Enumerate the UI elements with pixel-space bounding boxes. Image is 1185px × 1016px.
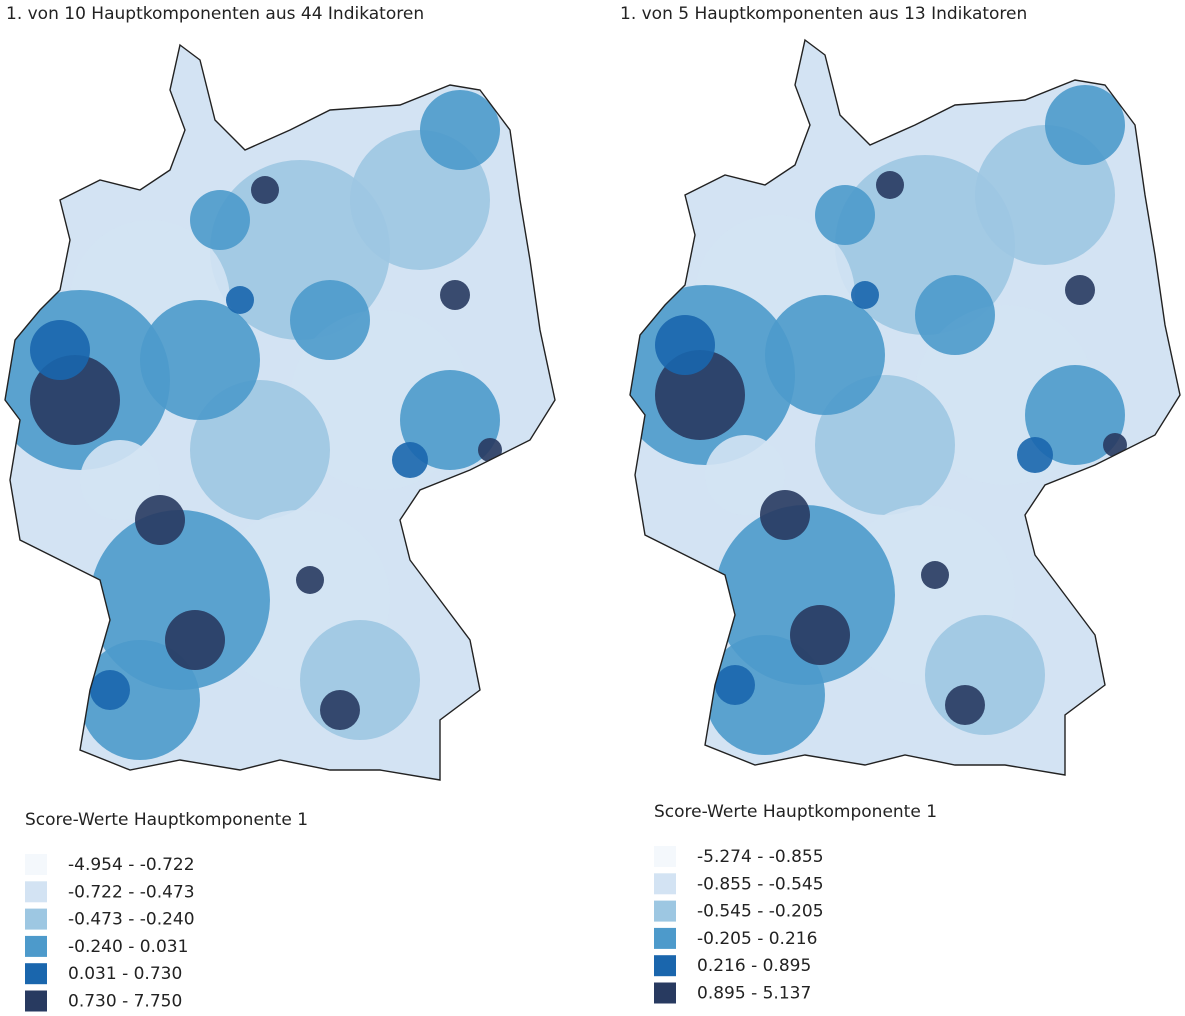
region (815, 375, 955, 515)
legend-label: -0.240 - 0.031 (68, 937, 188, 957)
legend-label: -5.274 - -0.855 (697, 847, 824, 867)
legend-label: -0.545 - -0.205 (697, 902, 824, 922)
legend-title: Score-Werte Hauptkomponente 1 (654, 802, 937, 822)
region (1025, 365, 1125, 465)
region (135, 495, 185, 545)
legend-swatch (25, 908, 47, 930)
legend-swatch (25, 854, 47, 875)
legend-label: -4.954 - -0.722 (68, 855, 195, 875)
region (251, 176, 279, 204)
region (320, 690, 360, 730)
legend-swatch (654, 955, 676, 977)
region (851, 281, 879, 309)
legend-swatch (654, 873, 676, 895)
region (165, 610, 225, 670)
legend-label: -0.205 - 0.216 (697, 929, 817, 949)
region (655, 315, 715, 375)
region (30, 320, 90, 380)
region (400, 370, 500, 470)
map-title: 1. von 5 Hauptkomponenten aus 13 Indikat… (620, 4, 1027, 24)
legend-label: -0.722 - -0.473 (68, 882, 195, 902)
legend-swatch (654, 982, 676, 1004)
legend-swatch (25, 881, 47, 903)
region (1017, 437, 1053, 473)
legend-label: 0.031 - 0.730 (68, 964, 182, 984)
region (80, 440, 160, 520)
legend-swatch (654, 927, 676, 949)
region (1065, 275, 1095, 305)
region (300, 620, 420, 740)
region (140, 300, 260, 420)
map (4, 44, 556, 781)
region (945, 685, 985, 725)
region (915, 275, 995, 355)
region (290, 280, 370, 360)
legend-swatch (25, 935, 47, 957)
region (705, 435, 785, 515)
region (190, 380, 330, 520)
region (226, 286, 254, 314)
legend-swatch (25, 990, 47, 1012)
region (478, 438, 502, 462)
region (925, 615, 1045, 735)
legend-label: -0.855 - -0.545 (697, 874, 824, 894)
legend-swatch (654, 900, 676, 922)
legend-label: 0.216 - 0.895 (697, 956, 811, 976)
legend-label: 0.730 - 7.750 (68, 992, 182, 1012)
map-regions (5, 45, 555, 780)
region (815, 185, 875, 245)
region (296, 566, 324, 594)
region (1045, 85, 1125, 165)
region (1103, 433, 1127, 457)
region (190, 190, 250, 250)
region (876, 171, 904, 199)
region (440, 280, 470, 310)
map (629, 39, 1181, 776)
map-title: 1. von 10 Hauptkomponenten aus 44 Indika… (6, 4, 424, 24)
region (392, 442, 428, 478)
legend-label: -0.473 - -0.240 (68, 910, 195, 930)
map-regions (630, 40, 1180, 775)
region (760, 490, 810, 540)
region (921, 561, 949, 589)
region (790, 605, 850, 665)
region (90, 670, 130, 710)
region (715, 665, 755, 705)
legend-label: 0.895 - 5.137 (697, 984, 811, 1004)
legend-swatch (654, 846, 676, 867)
region (420, 90, 500, 170)
region (765, 295, 885, 415)
legend-title: Score-Werte Hauptkomponente 1 (25, 810, 308, 830)
legend-swatch (25, 963, 47, 985)
